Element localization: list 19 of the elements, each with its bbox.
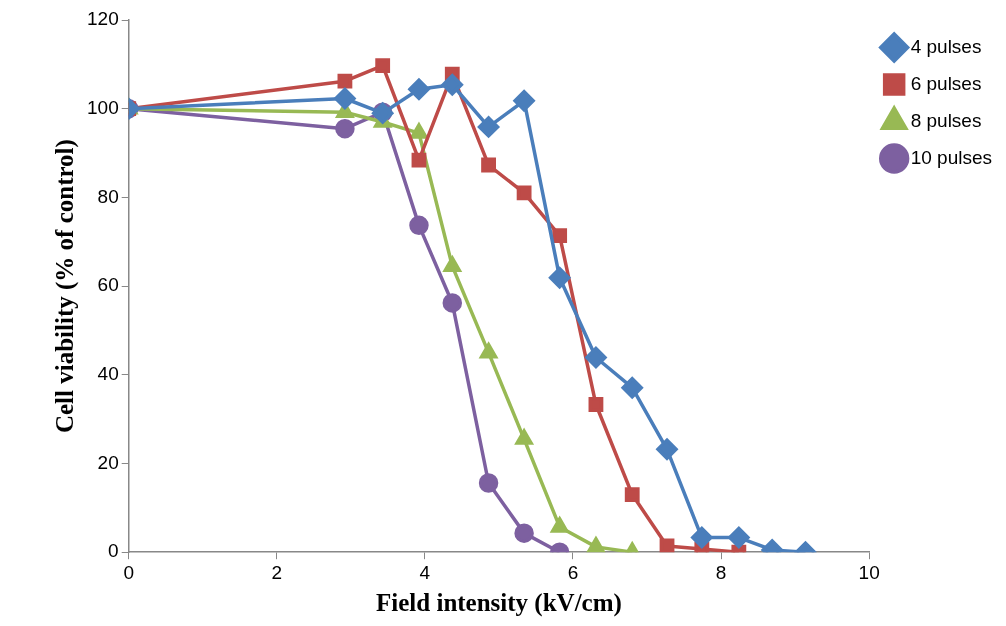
x-tick-label: 2 (271, 561, 283, 583)
y-tick-label: 0 (108, 540, 119, 562)
y-tick-label: 20 (97, 451, 119, 473)
y-tick-label: 40 (97, 363, 119, 385)
x-tick-label: 4 (419, 561, 431, 583)
legend-label: 6 pulses (910, 72, 982, 94)
y-tick-label: 100 (87, 96, 119, 118)
x-tick-label: 10 (858, 561, 880, 583)
x-tick-label: 6 (567, 561, 579, 583)
y-axis-title: Cell viability (% of control) (51, 139, 80, 434)
y-tick-label: 80 (97, 185, 119, 207)
x-tick-label: 8 (715, 561, 727, 583)
x-axis-title: Field intensity (kV/cm) (376, 589, 622, 618)
y-tick-label: 60 (97, 274, 119, 296)
y-tick-label: 120 (87, 8, 119, 30)
legend-label: 8 pulses (910, 109, 982, 131)
legend-label: 4 pulses (910, 35, 982, 57)
legend-label: 10 pulses (910, 146, 993, 168)
x-tick-label: 0 (123, 561, 134, 583)
